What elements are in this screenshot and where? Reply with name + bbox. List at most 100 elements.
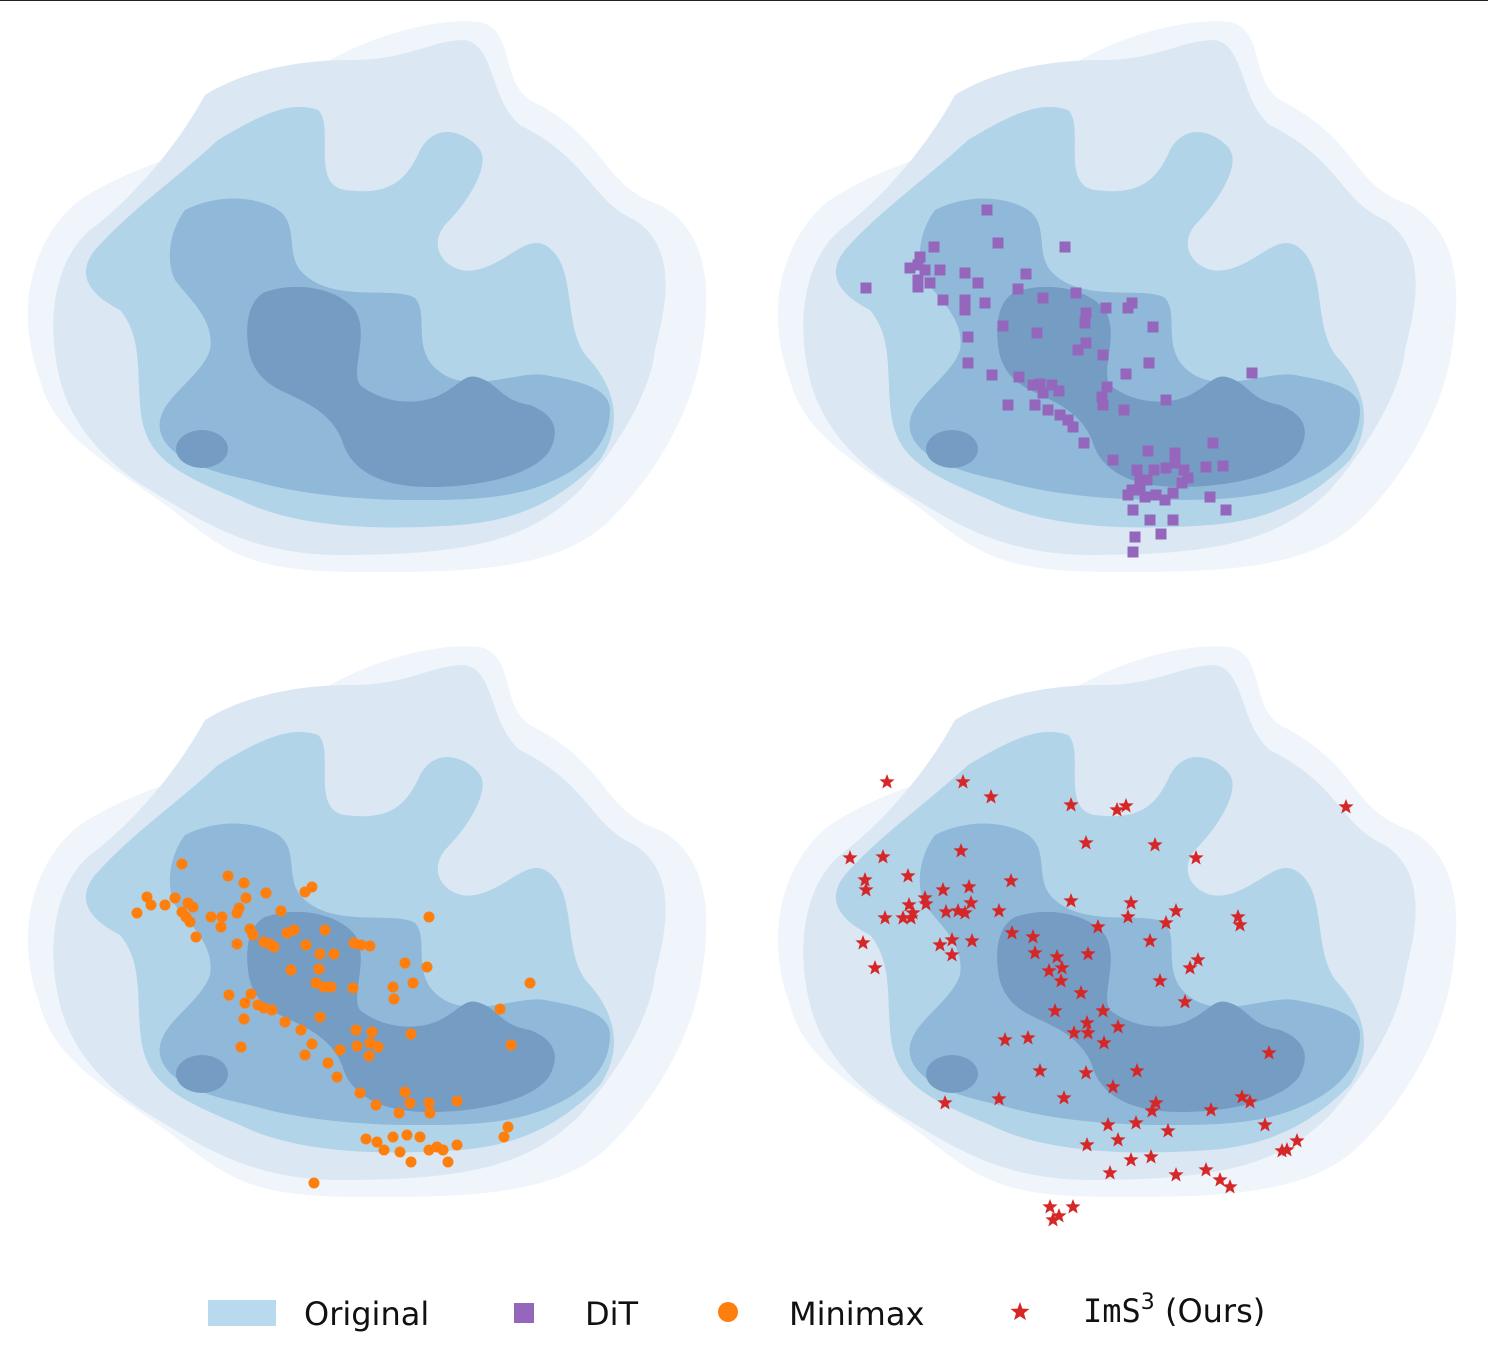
dit-point <box>1155 528 1167 540</box>
minimax-point <box>401 1129 413 1141</box>
dit-point <box>1142 445 1154 457</box>
minimax-point <box>322 1057 334 1069</box>
dit-point <box>860 282 872 294</box>
density-level-5-small <box>176 1055 228 1093</box>
ours-point <box>955 774 971 789</box>
ours-point <box>1003 873 1019 888</box>
minimax-point <box>424 1107 436 1119</box>
minimax-point <box>281 927 293 939</box>
ours-point <box>997 1032 1013 1047</box>
minimax-point <box>350 1024 362 1036</box>
minimax-point <box>407 977 419 989</box>
minimax-point <box>437 1144 449 1156</box>
dit-point <box>1141 474 1153 486</box>
ours-point <box>983 789 999 804</box>
ours-point <box>1045 1212 1061 1227</box>
ours-point <box>937 1095 953 1110</box>
dit-point <box>1127 546 1139 558</box>
legend-minimax-label: Minimax <box>789 1295 924 1333</box>
dit-point <box>1217 460 1229 472</box>
dit-point <box>1012 283 1024 295</box>
dit-point <box>1126 297 1138 309</box>
ours-point <box>1177 994 1193 1009</box>
dit-point <box>1097 349 1109 361</box>
minimax-point <box>295 1024 307 1036</box>
density-level-5 <box>247 286 555 487</box>
dit-point <box>1159 494 1171 506</box>
minimax-point <box>231 938 243 950</box>
minimax-point <box>308 1177 320 1189</box>
minimax-point <box>222 870 234 882</box>
top-border-line <box>0 0 1488 1</box>
dit-point <box>1148 464 1160 476</box>
minimax-point <box>370 1099 382 1111</box>
legend-dit-marker <box>514 1303 534 1323</box>
minimax-point <box>442 1156 454 1168</box>
ours-point <box>1160 1123 1176 1138</box>
dit-point <box>986 369 998 381</box>
dit-point <box>1220 504 1232 516</box>
minimax-point <box>393 1107 405 1119</box>
ours-point <box>1168 1167 1184 1182</box>
minimax-point <box>258 936 270 948</box>
minimax-point <box>423 1097 435 1109</box>
minimax-point <box>240 892 252 904</box>
minimax-point <box>285 964 297 976</box>
minimax-point <box>159 899 171 911</box>
dit-point <box>1200 461 1212 473</box>
ours-point <box>1079 1015 1095 1030</box>
minimax-point <box>231 907 243 919</box>
ours-point <box>1080 1025 1096 1040</box>
ours-point <box>938 904 954 919</box>
minimax-point <box>366 1026 378 1038</box>
minimax-point <box>215 921 227 933</box>
ours-point <box>1073 985 1089 1000</box>
minimax-point <box>404 1097 416 1109</box>
minimax-point <box>216 911 228 923</box>
ours-point <box>858 882 874 897</box>
ours-point <box>1102 1165 1118 1180</box>
dit-point <box>1027 379 1039 391</box>
ours-point <box>953 843 969 858</box>
dit-point <box>1144 514 1156 526</box>
ours-point <box>1047 1003 1063 1018</box>
ours-point <box>1054 960 1070 975</box>
dit-point <box>1080 337 1092 349</box>
minimax-point <box>451 1139 463 1151</box>
ours-point <box>1078 835 1094 850</box>
dit-point <box>1053 385 1065 397</box>
original-density <box>777 646 1457 1197</box>
minimax-point <box>405 1028 417 1040</box>
minimax-point <box>187 901 199 913</box>
minimax-point <box>299 1049 311 1061</box>
dit-point <box>1178 464 1190 476</box>
ours-point <box>867 960 883 975</box>
dit-point <box>1037 387 1049 399</box>
minimax-point <box>131 907 143 919</box>
dit-point <box>981 204 993 216</box>
dit-point <box>1020 268 1032 280</box>
dit-point <box>912 274 924 286</box>
dit-point <box>1122 489 1134 501</box>
legend-dit-label: DiT <box>585 1295 639 1333</box>
ours-point <box>1110 1019 1126 1034</box>
minimax-point <box>275 905 287 917</box>
ours-point <box>900 868 916 883</box>
minimax-point <box>190 931 202 943</box>
panel-top-right <box>777 21 1457 573</box>
ours-point <box>935 882 951 897</box>
dit-point <box>1134 474 1146 486</box>
dit-point <box>962 357 974 369</box>
minimax-point <box>314 1011 326 1023</box>
dit-point <box>912 259 924 271</box>
minimax-point <box>494 1003 506 1015</box>
ours-point <box>1128 1115 1144 1130</box>
ours-point <box>1032 1063 1048 1078</box>
ours-point <box>1234 1089 1250 1104</box>
ours-point <box>1078 1065 1094 1080</box>
ours-point <box>1080 946 1096 961</box>
ours-point <box>1025 929 1041 944</box>
ours-point <box>1212 1172 1228 1187</box>
ours-point <box>1118 798 1134 813</box>
ours-point <box>1109 802 1125 817</box>
